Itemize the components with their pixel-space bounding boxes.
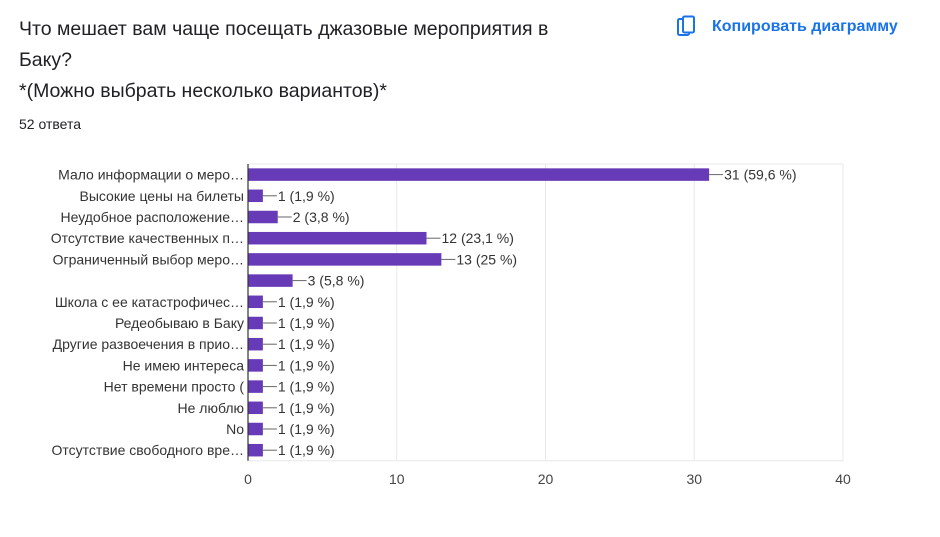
bar	[248, 253, 442, 266]
copy-chart-button[interactable]: Копировать диаграмму	[675, 12, 898, 42]
copy-chart-label: Копировать диаграмму	[712, 18, 898, 35]
category-label: No	[226, 421, 244, 437]
bar	[248, 443, 263, 457]
category-label: Школа с ее катастрофичес…	[55, 294, 244, 310]
data-label: 1 (1,9 %)	[278, 294, 335, 310]
data-label: 1 (1,9 %)	[278, 336, 335, 352]
bar	[248, 189, 263, 203]
category-label: Не имею интереса	[123, 357, 245, 373]
bar	[248, 168, 710, 181]
question-title-line-2: Баку?	[19, 49, 72, 71]
category-label: Нет времени просто (	[104, 379, 245, 395]
x-tick-label: 0	[244, 471, 252, 487]
category-label: Высокие цены на билеты	[79, 188, 244, 204]
bar	[248, 210, 278, 224]
data-label: 31 (59,6 %)	[724, 167, 796, 183]
bar	[248, 231, 427, 245]
data-label: 1 (1,9 %)	[278, 379, 335, 395]
data-label: 3 (5,8 %)	[308, 273, 365, 289]
bar	[248, 274, 293, 287]
data-label: 1 (1,9 %)	[278, 188, 335, 204]
copy-icon	[675, 15, 699, 39]
category-label: Редеобываю в Баку	[115, 315, 244, 331]
category-label: Неудобное расположение…	[60, 209, 244, 225]
x-tick-label: 30	[686, 471, 702, 487]
data-label: 1 (1,9 %)	[278, 357, 335, 373]
category-label: Отсутствие качественных п…	[51, 230, 244, 246]
x-tick-label: 10	[389, 471, 405, 487]
question-title: Что мешает вам чаще посещать джазовые ме…	[19, 14, 639, 107]
category-label: Отсутствие свободного вре…	[52, 442, 244, 458]
data-label: 12 (23,1 %)	[442, 230, 514, 246]
category-label: Не люблю	[177, 400, 244, 416]
response-count: 52 ответа	[19, 116, 81, 132]
bar	[248, 359, 263, 372]
category-label: Мало информации о меро…	[58, 167, 244, 183]
category-label: Другие развоечения в прио…	[53, 336, 244, 352]
data-label: 1 (1,9 %)	[278, 442, 335, 458]
bar	[248, 380, 263, 393]
bar	[248, 337, 263, 351]
data-label: 13 (25 %)	[456, 251, 517, 267]
bar	[248, 316, 263, 330]
question-title-line-3: *(Можно выбрать несколько вариантов)*	[19, 80, 387, 102]
x-tick-label: 20	[538, 471, 554, 487]
data-label: 1 (1,9 %)	[278, 315, 335, 331]
data-label: 1 (1,9 %)	[278, 400, 335, 416]
bar	[248, 401, 263, 415]
bar	[248, 295, 263, 309]
bar	[248, 422, 263, 436]
category-label: Ограниченный выбор меро…	[53, 251, 244, 267]
data-label: 1 (1,9 %)	[278, 421, 335, 437]
x-tick-label: 40	[835, 471, 851, 487]
question-title-line-1: Что мешает вам чаще посещать джазовые ме…	[19, 18, 549, 40]
data-label: 2 (3,8 %)	[293, 209, 350, 225]
